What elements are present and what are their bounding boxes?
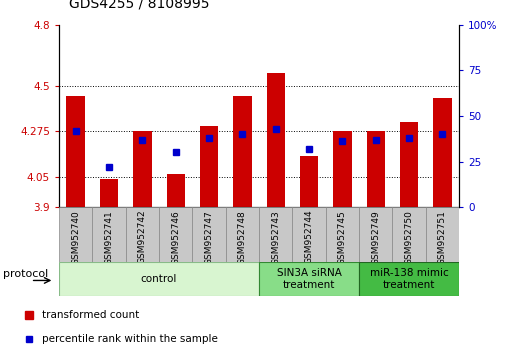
Bar: [167, 174, 185, 207]
Bar: [67, 96, 85, 207]
Bar: [126, 207, 159, 262]
Bar: [92, 207, 126, 262]
Text: GSM952746: GSM952746: [171, 210, 180, 264]
Bar: [259, 262, 359, 296]
Text: protocol: protocol: [3, 269, 48, 279]
Text: control: control: [141, 274, 177, 284]
Bar: [59, 262, 259, 296]
Bar: [267, 73, 285, 207]
Bar: [292, 207, 326, 262]
Text: GSM952747: GSM952747: [205, 210, 213, 264]
Text: GSM952741: GSM952741: [105, 210, 113, 264]
Bar: [400, 122, 418, 207]
Bar: [100, 179, 118, 207]
Text: SIN3A siRNA
treatment: SIN3A siRNA treatment: [277, 268, 342, 290]
Text: GSM952744: GSM952744: [305, 210, 313, 264]
Text: GSM952740: GSM952740: [71, 210, 80, 264]
Text: GSM952745: GSM952745: [338, 210, 347, 264]
Bar: [233, 96, 251, 207]
Text: GSM952751: GSM952751: [438, 210, 447, 265]
Text: GDS4255 / 8108995: GDS4255 / 8108995: [69, 0, 210, 11]
Bar: [326, 207, 359, 262]
Bar: [259, 207, 292, 262]
Text: miR-138 mimic
treatment: miR-138 mimic treatment: [370, 268, 448, 290]
Text: GSM952743: GSM952743: [271, 210, 280, 264]
Bar: [359, 262, 459, 296]
Text: GSM952749: GSM952749: [371, 210, 380, 264]
Bar: [426, 207, 459, 262]
Text: GSM952750: GSM952750: [405, 210, 413, 265]
Text: GSM952742: GSM952742: [138, 210, 147, 264]
Bar: [192, 207, 226, 262]
Text: transformed count: transformed count: [42, 310, 139, 320]
Bar: [333, 131, 351, 207]
Text: GSM952748: GSM952748: [238, 210, 247, 264]
Text: percentile rank within the sample: percentile rank within the sample: [42, 335, 218, 344]
Bar: [359, 207, 392, 262]
Bar: [367, 131, 385, 207]
Bar: [133, 131, 151, 207]
Bar: [159, 207, 192, 262]
Bar: [300, 156, 318, 207]
Bar: [226, 207, 259, 262]
Bar: [59, 207, 92, 262]
Bar: [392, 207, 426, 262]
Bar: [200, 126, 218, 207]
Bar: [433, 98, 451, 207]
